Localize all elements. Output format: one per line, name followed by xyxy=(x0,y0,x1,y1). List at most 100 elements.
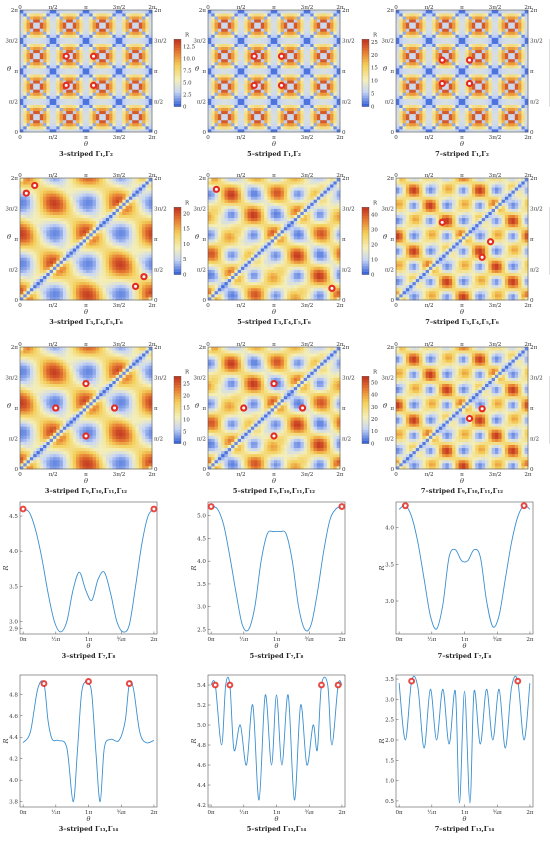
heatmap-cell xyxy=(99,55,103,60)
heatmap-cell xyxy=(405,119,410,124)
heatmap-cell xyxy=(485,43,489,47)
heatmap-cell xyxy=(409,43,413,47)
heatmap-cell xyxy=(316,58,321,63)
heatmap-cell xyxy=(72,92,77,96)
heatmap-cell xyxy=(270,52,275,57)
heatmap-cell xyxy=(514,16,519,20)
heatmap-cell xyxy=(36,16,41,20)
heatmap-cell xyxy=(429,55,433,60)
heatmap-cell xyxy=(72,116,77,121)
heatmap-cell xyxy=(79,16,84,20)
heatmap-cell xyxy=(142,64,146,69)
heatmap-cell xyxy=(465,43,469,47)
heatmap-cell xyxy=(221,37,225,41)
heatmap-cell xyxy=(471,95,476,99)
heatmap-cell xyxy=(102,31,107,35)
heatmap-cell xyxy=(478,125,483,130)
heatmap-cell xyxy=(132,10,136,14)
heatmap-cell xyxy=(471,119,476,124)
heatmap-cell xyxy=(102,28,107,32)
heatmap-cell xyxy=(498,16,502,20)
heatmap-cell xyxy=(142,98,146,102)
heatmap-cell xyxy=(326,113,331,118)
heatmap-cell xyxy=(293,16,298,20)
heatmap-cell xyxy=(419,34,423,38)
heatmap-cell xyxy=(514,58,519,63)
heatmap-cell xyxy=(43,116,47,121)
heatmap-cell xyxy=(66,13,70,17)
heatmap-cell xyxy=(283,116,288,121)
colorbar-segment xyxy=(174,53,181,57)
heatmap-cell xyxy=(208,28,212,32)
heatmap-cell xyxy=(79,22,84,26)
heatmap-cell xyxy=(274,119,278,124)
heatmap-cell xyxy=(46,98,51,102)
heatmap-cell xyxy=(135,25,140,29)
heatmap-cell xyxy=(62,43,67,47)
heatmap-cell xyxy=(501,128,506,133)
y-tick-label: 3π/2 xyxy=(5,39,18,45)
heatmap-cell xyxy=(412,61,417,66)
heatmap-cell xyxy=(336,55,341,60)
heatmap-cell xyxy=(326,49,331,54)
heatmap-cell xyxy=(415,61,420,66)
heatmap-cell xyxy=(26,46,31,51)
heatmap-cell xyxy=(320,31,324,35)
colorbar-segment xyxy=(174,92,181,96)
heatmap-cell xyxy=(267,104,272,108)
heatmap-cell xyxy=(46,28,51,32)
heatmap-cell xyxy=(66,110,70,115)
heatmap-cell xyxy=(221,25,225,29)
heatmap-cell xyxy=(79,80,84,84)
heatmap-cell xyxy=(115,16,120,20)
heatmap-cell xyxy=(145,101,150,105)
heatmap-cell xyxy=(237,71,242,75)
heatmap-cell xyxy=(234,19,239,23)
heatmap-cell xyxy=(468,98,473,102)
heatmap-cell xyxy=(264,80,268,84)
heatmap-cell xyxy=(227,77,232,81)
heatmap-cell xyxy=(442,49,446,54)
heatmap-cell xyxy=(79,71,84,75)
heatmap-cell xyxy=(270,55,275,60)
heatmap-cell xyxy=(250,46,255,51)
heatmap-cell xyxy=(280,116,285,121)
heatmap-cell xyxy=(438,107,443,112)
heatmap-cell xyxy=(280,128,285,133)
heatmap-cell xyxy=(419,113,423,118)
heatmap-cell xyxy=(145,43,150,47)
heatmap-cell xyxy=(109,83,113,87)
heatmap-cell xyxy=(415,49,420,54)
heatmap-cell xyxy=(435,98,440,102)
heatmap-cell xyxy=(29,122,34,127)
heatmap-cell xyxy=(501,19,506,23)
heatmap-cell xyxy=(307,16,311,20)
heatmap-cell xyxy=(415,37,420,41)
heatmap-cell xyxy=(53,22,57,26)
heatmap-cell xyxy=(468,95,473,99)
heatmap-cell xyxy=(475,107,479,112)
heatmap-cell xyxy=(455,43,460,47)
heatmap-cell xyxy=(82,19,87,23)
heatmap-cell xyxy=(59,116,64,121)
heatmap-cell xyxy=(72,28,77,32)
heatmap-cell xyxy=(23,89,27,93)
heatmap-cell xyxy=(462,95,466,99)
heatmap-cell xyxy=(313,104,318,108)
heatmap-cell xyxy=(112,107,117,112)
heatmap-cell xyxy=(112,40,117,44)
heatmap-cell xyxy=(56,13,60,17)
heatmap-cell xyxy=(300,74,305,78)
heatmap-cell xyxy=(303,31,308,35)
heatmap-cell xyxy=(274,116,278,121)
heatmap-cell xyxy=(521,58,526,63)
heatmap-cell xyxy=(92,104,97,108)
heatmap-cell xyxy=(260,89,265,93)
heatmap-cell xyxy=(445,64,450,69)
heatmap-cell xyxy=(122,71,126,75)
heatmap-cell xyxy=(142,13,146,17)
colorbar-segment xyxy=(362,103,369,107)
heatmap-cell xyxy=(244,64,248,69)
heatmap-cell xyxy=(491,83,496,87)
heatmap-cell xyxy=(524,101,529,105)
